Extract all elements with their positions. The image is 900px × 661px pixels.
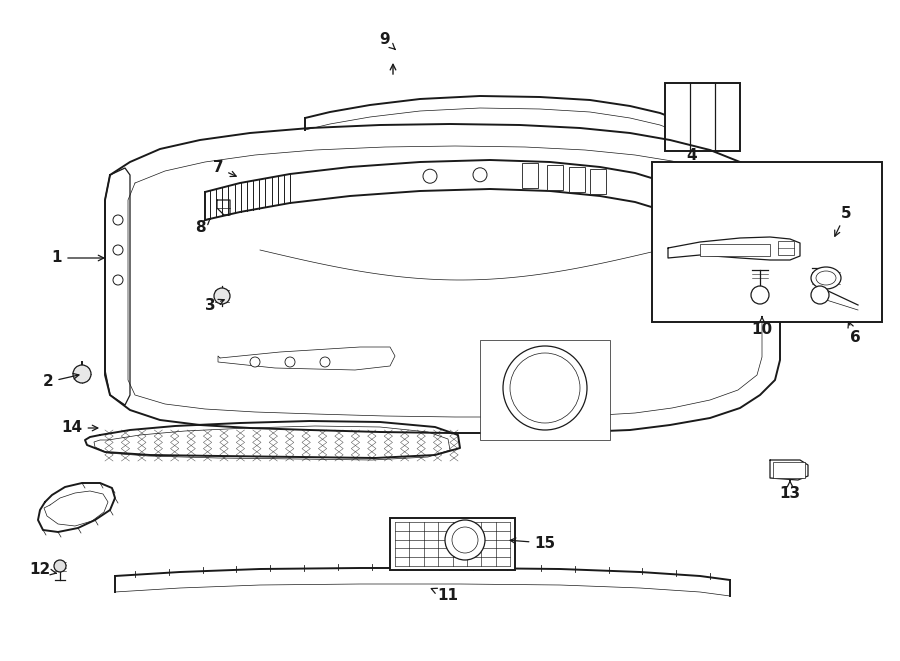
Text: 6: 6 bbox=[848, 322, 860, 346]
Circle shape bbox=[423, 169, 437, 183]
Ellipse shape bbox=[816, 271, 836, 285]
Text: 15: 15 bbox=[510, 535, 555, 551]
Circle shape bbox=[503, 346, 587, 430]
Bar bbox=[569, 167, 585, 192]
Bar bbox=[547, 165, 563, 190]
Bar bbox=[665, 83, 740, 151]
Bar bbox=[773, 462, 805, 478]
Text: 12: 12 bbox=[30, 563, 57, 578]
Text: 14: 14 bbox=[61, 420, 98, 436]
Circle shape bbox=[113, 215, 123, 225]
Bar bbox=[390, 518, 515, 570]
Text: 8: 8 bbox=[194, 219, 211, 235]
Bar bbox=[652, 162, 882, 322]
Bar bbox=[700, 244, 770, 256]
Text: 2: 2 bbox=[42, 373, 79, 389]
Circle shape bbox=[445, 520, 485, 560]
Bar bbox=[590, 169, 606, 194]
Circle shape bbox=[285, 357, 295, 367]
Text: 5: 5 bbox=[834, 206, 851, 236]
Text: 4: 4 bbox=[687, 147, 698, 163]
Bar bbox=[480, 340, 610, 440]
Circle shape bbox=[811, 286, 829, 304]
Circle shape bbox=[54, 560, 66, 572]
Ellipse shape bbox=[811, 267, 841, 289]
Text: 10: 10 bbox=[752, 317, 772, 338]
Circle shape bbox=[113, 275, 123, 285]
Text: 7: 7 bbox=[212, 161, 236, 176]
Text: 9: 9 bbox=[380, 32, 395, 50]
Text: 13: 13 bbox=[779, 481, 801, 502]
Circle shape bbox=[250, 357, 260, 367]
Circle shape bbox=[751, 286, 769, 304]
Circle shape bbox=[473, 168, 487, 182]
Circle shape bbox=[510, 353, 580, 423]
Text: 1: 1 bbox=[52, 251, 104, 266]
Text: 11: 11 bbox=[431, 588, 458, 603]
Bar bbox=[522, 163, 538, 188]
Circle shape bbox=[73, 365, 91, 383]
Circle shape bbox=[452, 527, 478, 553]
Circle shape bbox=[320, 357, 330, 367]
Circle shape bbox=[214, 288, 230, 304]
Circle shape bbox=[113, 245, 123, 255]
Text: 3: 3 bbox=[204, 299, 224, 313]
Bar bbox=[778, 241, 794, 255]
